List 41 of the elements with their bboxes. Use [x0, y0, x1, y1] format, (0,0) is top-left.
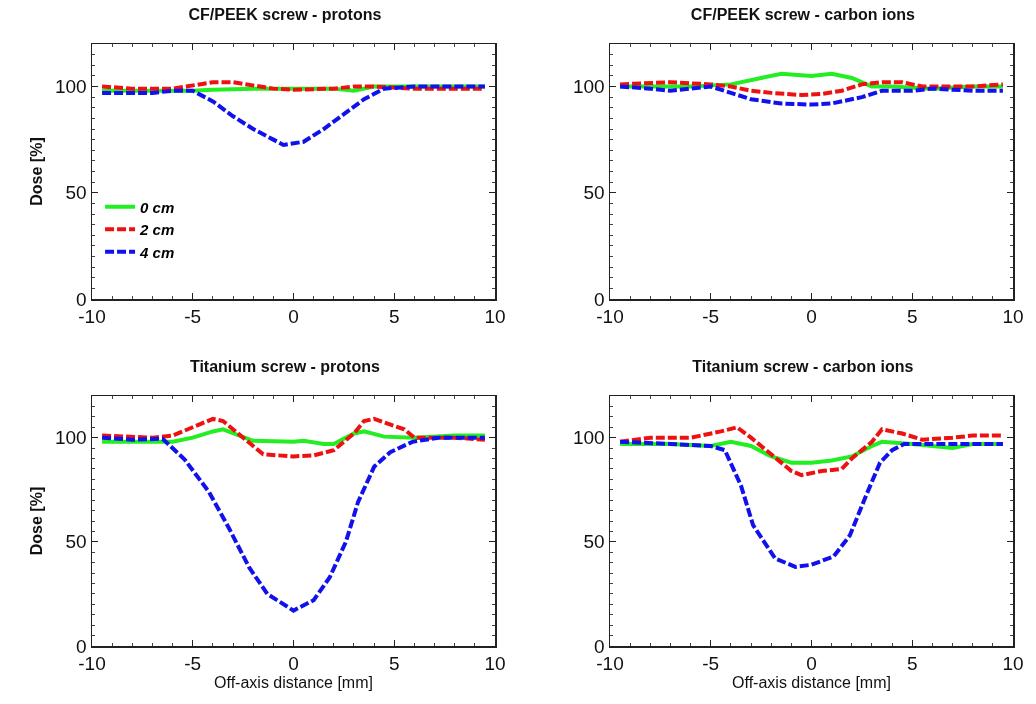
x-tick-label: 5 — [388, 653, 400, 675]
x-tick-label: 0 — [288, 306, 299, 328]
x-axis-title: Off-axis distance [mm] — [732, 674, 891, 692]
x-tick-label: 10 — [1002, 306, 1024, 328]
x-tick-label: 10 — [484, 653, 506, 675]
chart-title: CF/PEEK screw - carbon ions — [690, 6, 916, 23]
x-tick-label: 5 — [906, 306, 918, 328]
line-series — [100, 435, 487, 613]
line-series — [100, 84, 487, 147]
line-series — [100, 416, 487, 459]
x-tick-label: 0 — [288, 653, 299, 675]
chart-title: Titanium screw - carbon ions — [692, 358, 914, 375]
y-tick-label: 50 — [65, 531, 87, 553]
x-tick-label: -5 — [184, 306, 202, 328]
y-tick-label: 50 — [65, 182, 87, 204]
x-tick-label: 0 — [806, 306, 817, 328]
legend-label: 2 cm — [139, 221, 175, 238]
line-series — [618, 439, 1005, 569]
x-tick-label: 5 — [906, 653, 918, 675]
line-series — [618, 80, 1005, 97]
legend-label: 4 cm — [139, 243, 175, 261]
line-series — [618, 84, 1005, 107]
x-tick-label: -5 — [702, 653, 720, 675]
y-tick-label: 100 — [573, 76, 605, 98]
y-tick-label: 100 — [55, 76, 87, 98]
y-tick-label: 50 — [583, 182, 605, 204]
y-axis-title: Dose [%] — [28, 486, 46, 556]
y-tick-label: 50 — [583, 531, 605, 553]
legend-label: 0 cm — [140, 198, 175, 216]
y-tick-label: 100 — [55, 427, 87, 449]
x-tick-label: 5 — [388, 306, 400, 328]
y-tick-label: 100 — [573, 427, 605, 449]
x-tick-label: 0 — [806, 653, 817, 675]
chart-title: CF/PEEK screw - protons — [188, 6, 382, 23]
chart-title: Titanium screw - protons — [189, 358, 380, 375]
x-tick-label: 10 — [1002, 653, 1024, 675]
x-tick-label: 10 — [484, 306, 506, 328]
y-axis-title: Dose [%] — [28, 137, 46, 206]
x-tick-label: -5 — [702, 306, 720, 328]
x-tick-label: -5 — [184, 653, 202, 675]
x-axis-title: Off-axis distance [mm] — [214, 674, 373, 692]
